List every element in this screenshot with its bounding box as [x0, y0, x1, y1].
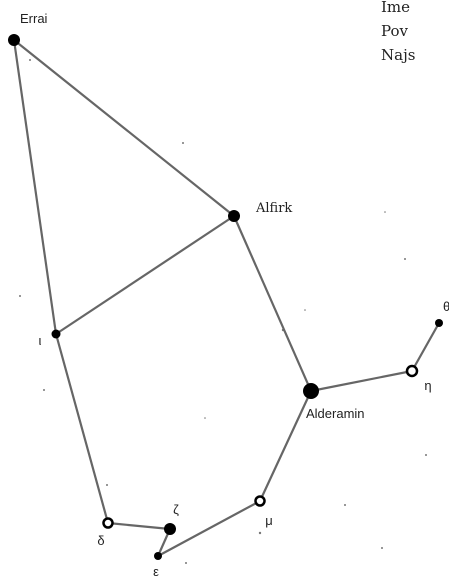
faint-star — [384, 211, 386, 213]
star-ring — [102, 517, 114, 529]
edge — [157, 500, 261, 557]
faint-star — [425, 454, 427, 456]
star-label: ζ — [173, 502, 179, 517]
edges — [12, 39, 440, 557]
star-label: θ — [443, 299, 449, 314]
star-ring — [254, 495, 266, 507]
edge — [259, 390, 312, 502]
faint-star — [29, 59, 31, 61]
edge — [310, 369, 413, 393]
star-label: η — [424, 378, 431, 393]
faint-star — [204, 417, 206, 419]
edge — [13, 39, 235, 217]
star — [51, 329, 61, 339]
stars — [8, 34, 443, 560]
edge — [232, 215, 313, 392]
faint-star — [185, 562, 187, 564]
edge — [107, 521, 171, 531]
faint-star — [258, 531, 262, 535]
edge — [12, 39, 58, 335]
faint-star — [304, 309, 306, 311]
edge — [54, 333, 110, 524]
edge — [55, 215, 235, 335]
star — [164, 523, 176, 535]
star-label: ι — [39, 333, 42, 348]
star-label: δ — [97, 533, 104, 548]
star-label: μ — [265, 513, 273, 528]
faint-star — [19, 295, 21, 297]
faint-star — [106, 484, 108, 486]
star — [303, 383, 319, 399]
side-text: Pov — [381, 22, 409, 40]
faint-star — [381, 547, 383, 549]
edge — [411, 322, 440, 372]
background-stars — [19, 59, 427, 564]
faint-star — [404, 258, 406, 260]
labels: Errai Alfirk ι Alderamin η θ μ ζ δ ε — [20, 11, 449, 577]
faint-star — [182, 142, 184, 144]
star-label: Errai — [20, 11, 48, 26]
faint-star — [344, 504, 346, 506]
star-ring — [405, 364, 419, 378]
star-label: Alderamin — [306, 406, 365, 421]
star-label: ε — [153, 564, 159, 577]
star-label: Alfirk — [255, 201, 292, 216]
star — [154, 552, 162, 560]
faint-star — [43, 389, 45, 391]
star — [228, 210, 240, 222]
side-text: Ime — [381, 0, 410, 16]
star — [435, 319, 443, 327]
star — [8, 34, 20, 46]
side-text: Najs — [381, 46, 415, 64]
